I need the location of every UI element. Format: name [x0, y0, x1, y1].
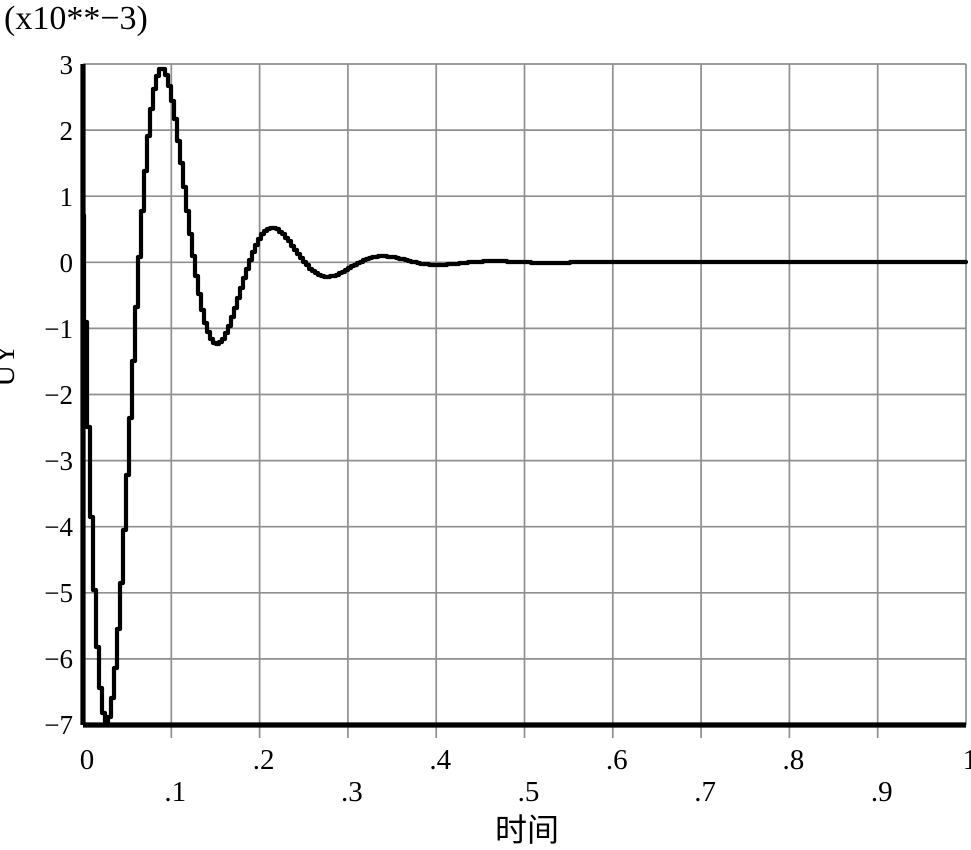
svg-text:2: 2	[60, 116, 74, 146]
svg-text:.1: .1	[164, 776, 186, 808]
svg-text:.7: .7	[694, 776, 716, 808]
svg-text:(x10**−3): (x10**−3)	[4, 0, 148, 37]
svg-text:−4: −4	[44, 512, 73, 542]
svg-text:−5: −5	[44, 578, 73, 608]
svg-text:1: 1	[963, 744, 971, 776]
svg-text:.4: .4	[429, 744, 451, 776]
svg-text:−2: −2	[44, 380, 73, 410]
svg-text:−6: −6	[44, 644, 73, 674]
svg-text:.6: .6	[606, 744, 628, 776]
svg-text:0: 0	[80, 744, 95, 776]
svg-text:0: 0	[60, 248, 74, 278]
svg-text:1: 1	[60, 182, 74, 212]
svg-text:−7: −7	[44, 710, 73, 740]
svg-text:.2: .2	[253, 744, 275, 776]
svg-text:.9: .9	[871, 776, 893, 808]
svg-text:−1: −1	[44, 314, 73, 344]
svg-text:−3: −3	[44, 446, 73, 476]
svg-text:3: 3	[60, 50, 74, 80]
svg-text:.8: .8	[783, 744, 805, 776]
svg-text:UY: UY	[0, 343, 21, 386]
svg-text:.5: .5	[518, 776, 540, 808]
svg-text:时间: 时间	[495, 812, 559, 848]
svg-text:.3: .3	[341, 776, 363, 808]
